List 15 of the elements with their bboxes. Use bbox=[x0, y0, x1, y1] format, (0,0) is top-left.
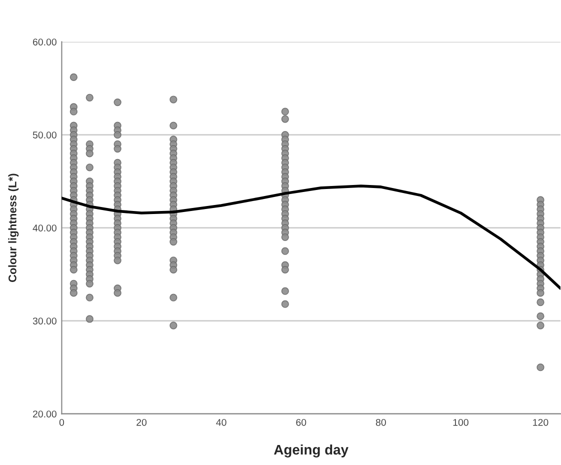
y-tick-label: 20.00 bbox=[33, 410, 56, 418]
x-tick-label: 20 bbox=[136, 418, 147, 426]
x-tick-label: 120 bbox=[533, 418, 548, 426]
y-tick-label: 60.00 bbox=[33, 38, 56, 46]
x-tick-label: 100 bbox=[453, 418, 468, 426]
x-tick-label: 60 bbox=[296, 418, 306, 426]
y-tick-label: 40.00 bbox=[32, 224, 56, 232]
x-tick-label: 0 bbox=[59, 418, 64, 426]
y-tick-label: 30.00 bbox=[32, 318, 56, 324]
line-series bbox=[62, 184, 560, 290]
y-tick-label: 50.00 bbox=[32, 132, 56, 138]
y-axis-title: Colour lightness (L*) bbox=[8, 174, 19, 282]
x-axis-title: Ageing day bbox=[274, 444, 348, 458]
x-tick-label: 80 bbox=[376, 418, 386, 426]
x-tick-label: 40 bbox=[216, 418, 226, 426]
